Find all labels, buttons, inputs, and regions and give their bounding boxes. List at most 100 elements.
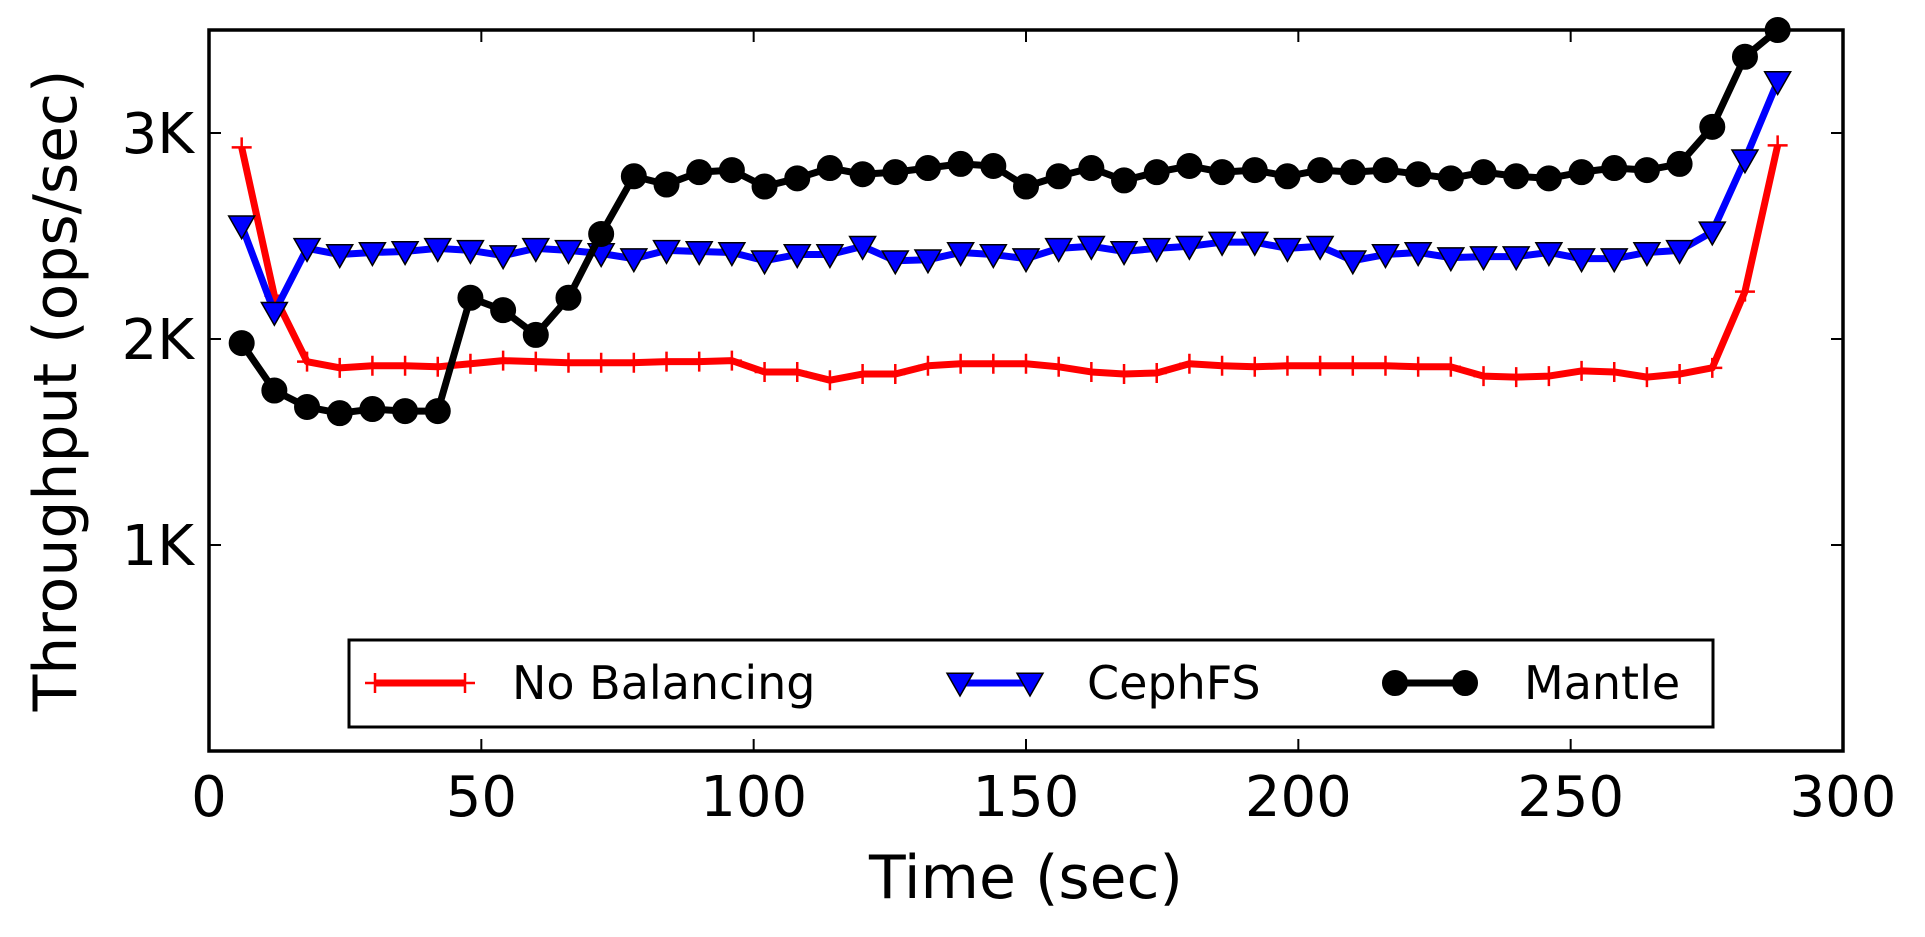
data-point-no-balancing <box>917 355 938 376</box>
data-point-cephfs <box>1273 237 1302 263</box>
data-point-no-balancing <box>1114 364 1135 385</box>
data-point-no-balancing <box>1440 356 1461 377</box>
data-point-mantle <box>1503 163 1530 190</box>
data-point-no-balancing <box>623 352 644 373</box>
legend: No Balancing CephFS Mantle <box>347 638 1715 729</box>
data-point-no-balancing <box>1734 281 1755 302</box>
data-point-mantle <box>1143 159 1170 186</box>
data-point-no-balancing <box>1702 357 1723 378</box>
x-tick-label: 250 <box>1517 765 1624 830</box>
data-point-cephfs <box>1469 246 1498 272</box>
data-point-cephfs <box>946 241 975 267</box>
data-point-cephfs <box>521 237 551 263</box>
legend-swatch-marker <box>455 673 475 693</box>
legend-swatch-marker <box>1015 672 1045 698</box>
x-tick-label: 0 <box>191 765 227 830</box>
data-point-mantle <box>490 297 517 324</box>
data-point-cephfs <box>750 250 779 276</box>
data-point-mantle <box>653 171 680 198</box>
data-point-cephfs <box>260 301 289 327</box>
data-point-cephfs <box>488 245 518 271</box>
plot-frame <box>207 28 1845 753</box>
data-point-mantle <box>1699 113 1726 140</box>
data-point-no-balancing <box>591 352 612 373</box>
series-line-cephfs <box>238 80 1781 316</box>
data-point-no-balancing <box>1408 356 1429 377</box>
x-axis-title: Time (sec) <box>868 843 1183 913</box>
data-point-mantle <box>392 398 419 425</box>
data-point-cephfs <box>1305 235 1335 261</box>
data-point-cephfs <box>684 240 714 266</box>
data-point-cephfs <box>1011 248 1041 274</box>
data-point-no-balancing <box>427 356 448 377</box>
data-point-cephfs <box>1044 237 1073 263</box>
data-point-no-balancing <box>1212 355 1233 376</box>
legend-entry-no-balancing: No Balancing <box>365 656 815 710</box>
data-point-cephfs <box>1730 149 1760 175</box>
data-point-mantle <box>1274 163 1301 190</box>
legend-swatch-marker <box>1452 670 1478 696</box>
data-point-no-balancing <box>1506 367 1527 388</box>
data-point-no-balancing <box>1538 366 1559 387</box>
data-point-no-balancing <box>819 370 840 391</box>
data-point-no-balancing <box>1767 135 1788 156</box>
data-point-mantle <box>294 393 321 420</box>
legend-swatch-marker <box>1382 670 1408 696</box>
data-point-no-balancing <box>1342 355 1363 376</box>
data-point-no-balancing <box>656 351 677 372</box>
data-point-cephfs <box>554 239 583 265</box>
data-point-no-balancing <box>1244 356 1265 377</box>
data-point-mantle <box>914 155 941 182</box>
data-point-no-balancing <box>231 137 252 158</box>
series-layer <box>227 17 1792 427</box>
data-point-cephfs <box>1534 241 1564 267</box>
data-point-cephfs <box>1632 241 1662 267</box>
data-point-no-balancing <box>1571 360 1592 381</box>
data-point-mantle <box>1111 167 1138 194</box>
data-point-no-balancing <box>983 353 1004 374</box>
data-point-mantle <box>882 159 909 186</box>
data-point-no-balancing <box>1473 366 1494 387</box>
data-point-cephfs <box>652 239 681 265</box>
data-point-cephfs <box>292 237 322 263</box>
data-point-mantle <box>1045 163 1072 190</box>
data-point-mantle <box>1013 173 1039 200</box>
data-point-no-balancing <box>460 353 481 374</box>
series-no-balancing <box>231 135 1788 391</box>
data-point-no-balancing <box>1016 353 1036 374</box>
x-tick-label: 150 <box>973 765 1080 830</box>
data-point-cephfs <box>782 244 812 270</box>
data-point-cephfs <box>1436 247 1466 273</box>
data-point-mantle <box>555 284 582 311</box>
data-point-no-balancing <box>1277 355 1298 376</box>
data-point-no-balancing <box>885 364 906 385</box>
data-point-mantle <box>1601 155 1628 182</box>
data-point-no-balancing <box>754 361 775 382</box>
data-point-mantle <box>1241 157 1268 184</box>
legend-entry-mantle: Mantle <box>1382 656 1680 710</box>
data-point-cephfs <box>1599 248 1629 274</box>
data-point-mantle <box>457 284 484 311</box>
data-point-cephfs <box>1567 248 1596 274</box>
data-point-mantle <box>1535 165 1562 192</box>
data-point-mantle <box>1307 157 1334 184</box>
data-point-mantle <box>1470 159 1497 186</box>
data-point-no-balancing <box>1081 361 1102 382</box>
data-point-no-balancing <box>493 350 514 371</box>
data-point-no-balancing <box>950 353 971 374</box>
data-point-cephfs <box>1371 244 1400 270</box>
data-point-mantle <box>620 163 647 190</box>
data-point-no-balancing <box>721 350 742 371</box>
legend-entry-cephfs: CephFS <box>945 656 1261 710</box>
data-point-no-balancing <box>395 355 416 376</box>
y-tick-label: 3K <box>122 102 196 167</box>
data-point-cephfs <box>1175 235 1204 261</box>
data-point-cephfs <box>717 241 747 267</box>
data-point-mantle <box>980 152 1007 179</box>
data-point-mantle <box>1339 159 1366 186</box>
data-point-cephfs <box>1077 235 1106 261</box>
data-point-cephfs <box>227 215 256 241</box>
data-point-cephfs <box>619 248 649 274</box>
data-point-mantle <box>1372 157 1399 184</box>
data-point-cephfs <box>1207 231 1237 257</box>
